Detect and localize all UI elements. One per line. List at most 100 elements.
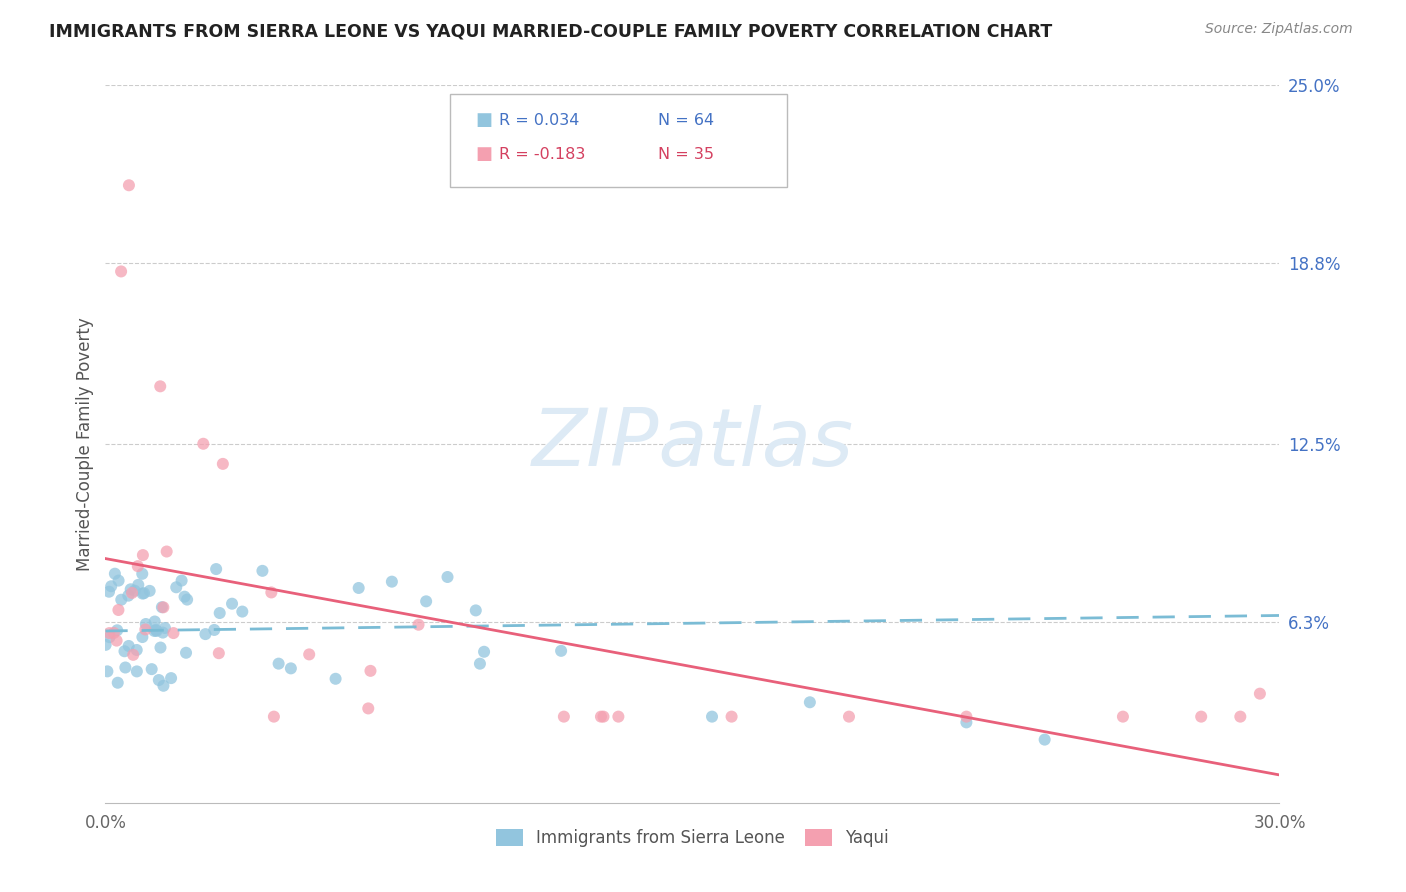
Point: [132, 586, 155, 600]
Text: IMMIGRANTS FROM SIERRA LEONE VS YAQUI MARRIED-COUPLE FAMILY POVERTY CORRELATION : IMMIGRANTS FROM SIERRA LEONE VS YAQUI MA…: [49, 22, 1053, 40]
Legend: Immigrants from Sierra Leone, Yaqui: Immigrants from Sierra Leone, Yaqui: [488, 821, 897, 855]
Text: N = 35: N = 35: [658, 147, 714, 161]
Point: [134, 623, 156, 637]
Point: [114, 660, 136, 674]
Point: [107, 675, 129, 690]
Text: ZIPatlas: ZIPatlas: [531, 405, 853, 483]
Point: [408, 617, 430, 632]
Point: [138, 583, 160, 598]
Point: [125, 643, 148, 657]
Point: [170, 574, 193, 588]
Point: [100, 579, 122, 593]
Point: [263, 709, 285, 723]
Point: [98, 584, 121, 599]
Point: [252, 564, 274, 578]
Point: [194, 627, 217, 641]
Point: [127, 578, 149, 592]
Point: [125, 665, 148, 679]
Point: [280, 661, 302, 675]
Point: [193, 436, 215, 450]
Point: [211, 457, 233, 471]
Point: [103, 626, 125, 640]
Point: [107, 603, 129, 617]
Y-axis label: Married-Couple Family Poverty: Married-Couple Family Poverty: [76, 317, 94, 571]
Point: [799, 695, 821, 709]
Point: [105, 633, 128, 648]
Point: [141, 662, 163, 676]
Point: [107, 574, 129, 588]
Point: [955, 709, 977, 723]
Point: [607, 709, 630, 723]
Point: [176, 592, 198, 607]
Point: [118, 178, 141, 193]
Point: [1249, 687, 1271, 701]
Point: [131, 630, 153, 644]
Point: [145, 624, 167, 638]
Point: [117, 589, 139, 603]
Point: [150, 600, 173, 615]
Point: [267, 657, 290, 671]
Point: [143, 615, 166, 629]
Point: [131, 586, 153, 600]
Text: N = 64: N = 64: [658, 113, 714, 128]
Point: [468, 657, 491, 671]
Point: [464, 603, 486, 617]
Point: [145, 623, 167, 637]
Point: [415, 594, 437, 608]
Text: Source: ZipAtlas.com: Source: ZipAtlas.com: [1205, 22, 1353, 37]
Point: [105, 624, 128, 638]
Point: [160, 671, 183, 685]
Point: [720, 709, 742, 723]
Point: [205, 562, 228, 576]
Point: [124, 583, 146, 598]
Point: [221, 597, 243, 611]
Point: [1189, 709, 1212, 723]
Point: [298, 648, 321, 662]
Point: [165, 580, 187, 594]
Point: [838, 709, 860, 723]
Point: [436, 570, 458, 584]
Point: [153, 621, 176, 635]
Point: [121, 586, 143, 600]
Point: [110, 592, 132, 607]
Point: [550, 644, 572, 658]
Point: [98, 626, 121, 640]
Point: [156, 544, 179, 558]
Point: [260, 585, 283, 599]
Point: [131, 566, 153, 581]
Point: [325, 672, 347, 686]
Point: [357, 701, 380, 715]
Point: [104, 566, 127, 581]
Point: [94, 638, 117, 652]
Point: [173, 590, 195, 604]
Point: [110, 264, 132, 278]
Point: [174, 646, 197, 660]
Point: [96, 665, 118, 679]
Point: [592, 709, 614, 723]
Point: [149, 379, 172, 393]
Point: [148, 673, 170, 687]
Point: [589, 709, 612, 723]
Point: [149, 640, 172, 655]
Point: [202, 623, 225, 637]
Point: [114, 644, 136, 658]
Point: [1229, 709, 1251, 723]
Point: [143, 624, 166, 638]
Text: R = -0.183: R = -0.183: [499, 147, 585, 161]
Point: [1112, 709, 1135, 723]
Point: [700, 709, 723, 723]
Point: [98, 630, 121, 644]
Point: [472, 645, 495, 659]
Point: [152, 679, 174, 693]
Point: [162, 626, 184, 640]
Point: [152, 625, 174, 640]
Point: [208, 646, 231, 660]
Text: ■: ■: [475, 112, 492, 129]
Point: [152, 600, 174, 615]
Text: ■: ■: [475, 145, 492, 163]
Point: [132, 548, 155, 562]
Point: [208, 606, 231, 620]
Point: [553, 709, 575, 723]
Point: [135, 617, 157, 632]
Point: [120, 582, 142, 597]
